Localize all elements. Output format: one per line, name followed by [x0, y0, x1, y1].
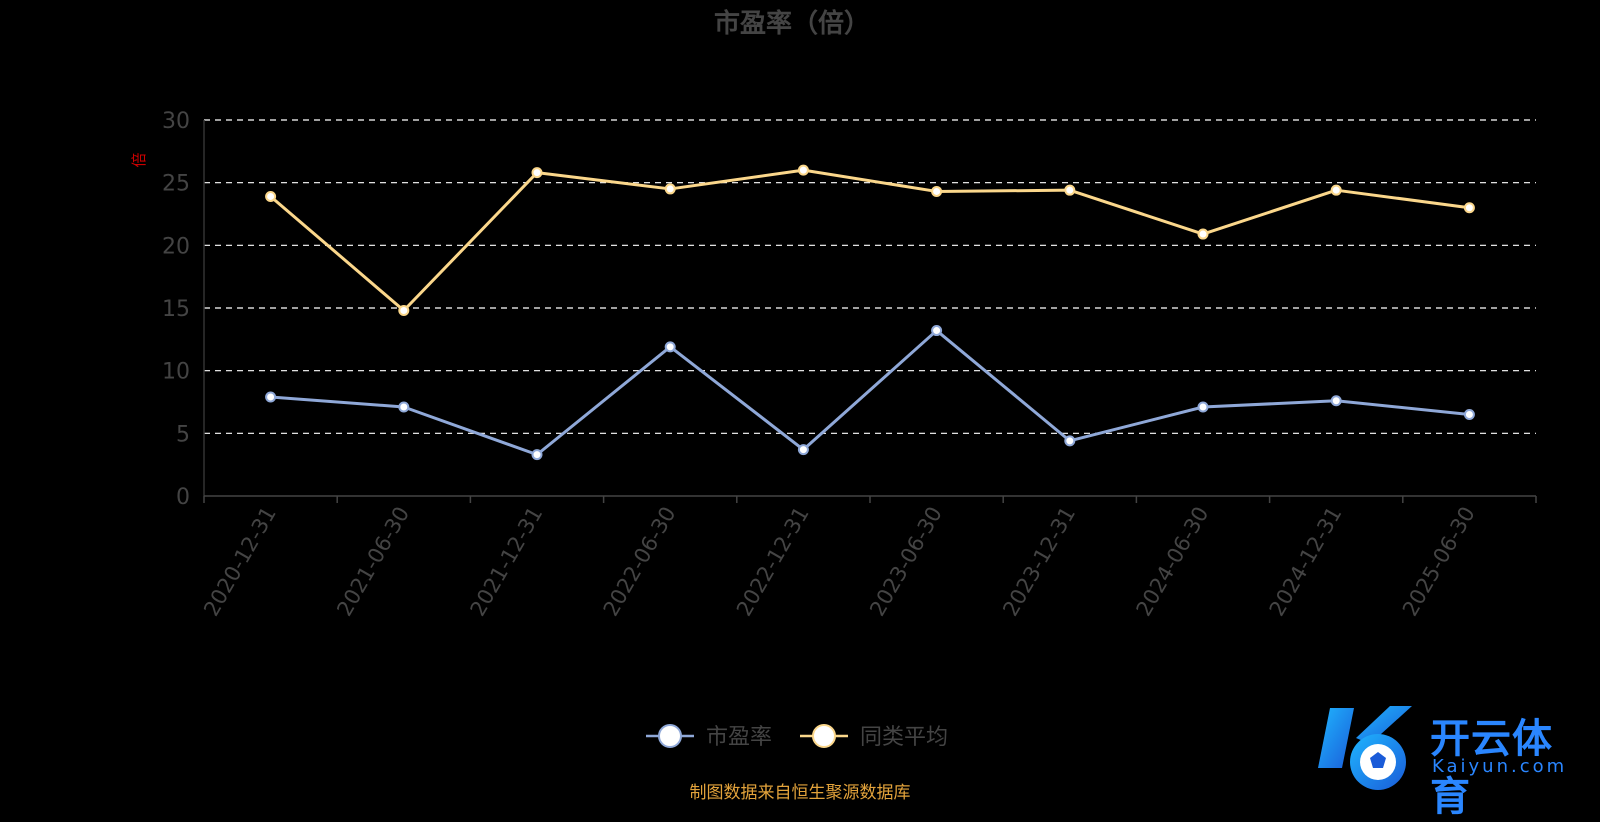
- series-line-1: [270, 329, 1470, 457]
- x-tick-label: 2021-06-30: [332, 503, 414, 621]
- legend[interactable]: 市盈率 同类平均: [646, 724, 948, 750]
- series-1-point: [1330, 395, 1342, 407]
- y-tick-label: 20: [162, 234, 190, 259]
- series-1-point: [1064, 435, 1076, 447]
- kaiyun-logo: 开云体育 Kaiyun.com: [1312, 698, 1592, 820]
- series-1-point: [265, 391, 277, 403]
- x-tick-label: 2022-06-30: [599, 503, 681, 621]
- source-note: 制图数据来自恒生聚源数据库: [689, 783, 911, 803]
- x-tick-label: 2020-12-31: [199, 503, 281, 621]
- series-1-point: [931, 325, 943, 337]
- y-tick-label: 5: [176, 422, 190, 447]
- series-2-point: [1463, 202, 1475, 214]
- x-tick-label: 2021-12-31: [466, 503, 548, 621]
- series-1-point: [1197, 401, 1209, 413]
- pe-ratio-chart: 市盈率（倍） 倍 0 5 10 15 20 25 30 2020-12-31 2021-06-3…: [130, 8, 1537, 750]
- series-1-point: [398, 401, 410, 413]
- series-layer: [265, 164, 1475, 461]
- series-1-point: [531, 449, 543, 461]
- logo-k-icon: [1318, 706, 1412, 790]
- y-tick-label: 10: [162, 360, 190, 385]
- chart-title: 市盈率（倍）: [714, 8, 870, 39]
- series-2-point: [1197, 228, 1209, 240]
- x-tick-label: 2023-06-30: [865, 503, 947, 621]
- series-2-point: [664, 183, 676, 195]
- series-2-point: [398, 305, 410, 317]
- y-tick-label: 0: [176, 485, 190, 510]
- x-tick-label: 2022-12-31: [732, 503, 814, 621]
- y-axis-label: 倍: [130, 152, 148, 167]
- legend-marker-1: [658, 724, 682, 748]
- y-tick-label: 30: [162, 109, 190, 134]
- x-tick-label: 2024-12-31: [1265, 503, 1347, 621]
- y-tick-label: 15: [162, 297, 190, 322]
- series-2-point: [531, 167, 543, 179]
- x-tick-label: 2024-06-30: [1132, 503, 1214, 621]
- logo-domain: Kaiyun.com: [1432, 756, 1568, 777]
- series-2-point: [931, 185, 943, 197]
- series-1-point: [797, 444, 809, 456]
- series-2-point: [1064, 184, 1076, 196]
- legend-label-2[interactable]: 同类平均: [860, 725, 948, 750]
- series-1-point: [1463, 409, 1475, 421]
- series-2-point: [1330, 184, 1342, 196]
- y-tick-label: 25: [162, 172, 190, 197]
- series-2-point: [265, 190, 277, 202]
- axis-layer: 0 5 10 15 20 25 30 2020-12-31 2021-06-30 2021-12-…: [162, 109, 1537, 621]
- series-2-point: [797, 164, 809, 176]
- series-line-2: [269, 168, 1470, 313]
- series-1-point: [664, 341, 676, 353]
- grid-layer: [204, 119, 1536, 434]
- legend-marker-2: [812, 724, 836, 748]
- x-tick-label: 2025-06-30: [1398, 503, 1480, 621]
- x-tick-label: 2023-12-31: [998, 503, 1080, 621]
- legend-label-1[interactable]: 市盈率: [706, 725, 772, 750]
